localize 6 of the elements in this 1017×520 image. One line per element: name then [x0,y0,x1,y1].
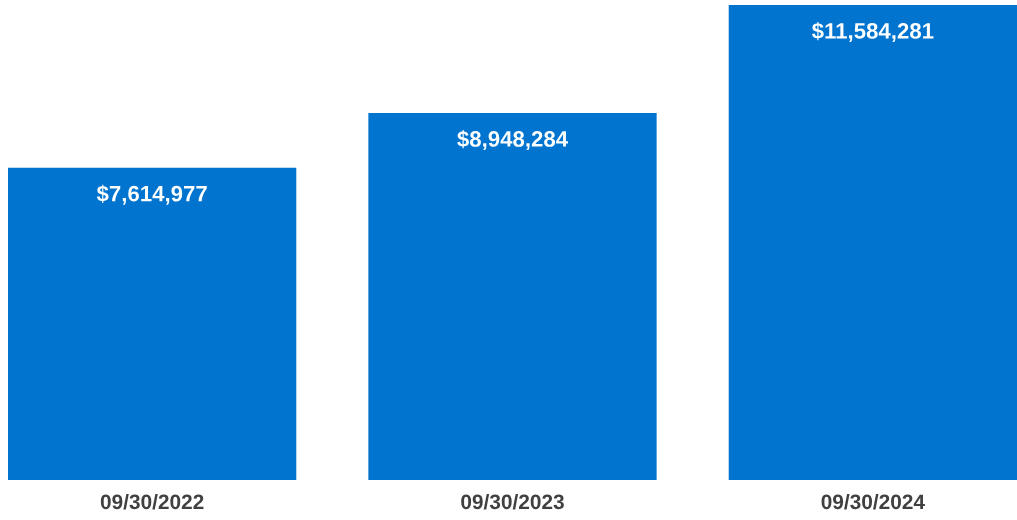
x-tick-label: 09/30/2022 [100,493,204,510]
data-label: $8,948,284 [457,130,568,151]
data-label: $11,584,281 [811,22,934,42]
data-label: $7,614,977 [96,184,207,205]
x-tick-label: 09/30/2023 [461,493,564,510]
x-tick-label: 09/30/2024 [821,493,925,510]
